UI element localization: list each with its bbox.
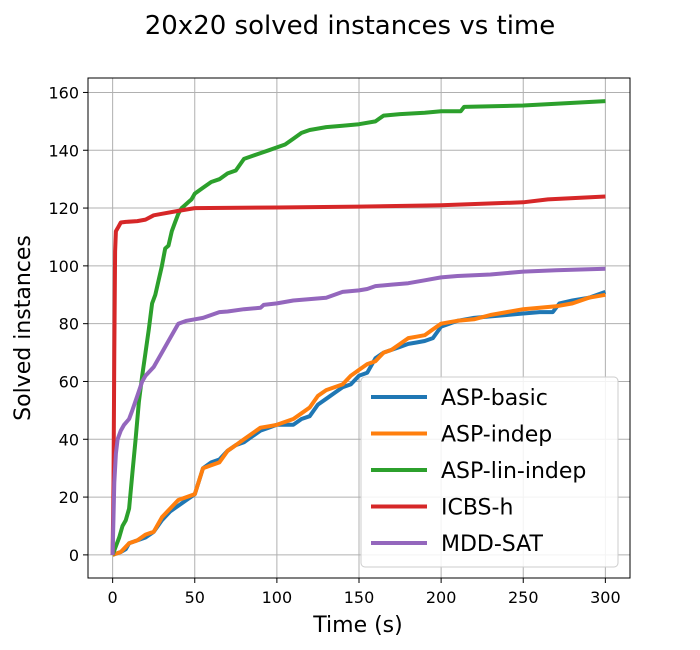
x-tick-label: 200 <box>426 588 457 607</box>
y-tick-label: 40 <box>59 430 79 449</box>
x-tick-label: 300 <box>590 588 621 607</box>
y-tick-label: 0 <box>69 546 79 565</box>
y-tick-label: 20 <box>59 488 79 507</box>
x-tick-label: 100 <box>262 588 293 607</box>
legend-label-asp-lin-indep: ASP-lin-indep <box>441 459 586 484</box>
x-axis-label: Time (s) <box>312 613 402 638</box>
legend: ASP-basic ASP-indep ASP-lin-indep ICBS-h MDD… <box>360 376 619 568</box>
x-tick-label: 150 <box>344 588 375 607</box>
y-tick-label: 100 <box>48 257 79 276</box>
y-tick-label: 60 <box>59 372 79 391</box>
series-line-asp-indep <box>111 292 606 557</box>
legend-label-mdd-sat: MDD-SAT <box>441 532 544 557</box>
legend-label-asp-basic: ASP-basic <box>441 386 548 411</box>
legend-label-asp-indep: ASP-indep <box>441 423 552 448</box>
y-tick-label: 160 <box>48 83 79 102</box>
x-tick-label: 250 <box>508 588 539 607</box>
series-line-icbs-h <box>110 194 606 555</box>
axis-ticks: 0 50 100 150 200 250 300 0 20 40 60 80 100 120 140 160 <box>48 83 620 607</box>
x-tick-label: 0 <box>108 588 118 607</box>
y-tick-label: 140 <box>48 141 79 160</box>
y-tick-label: 80 <box>59 315 79 334</box>
y-tick-label: 120 <box>48 199 79 218</box>
y-axis-label: Solved instances <box>11 235 36 421</box>
x-tick-label: 50 <box>185 588 205 607</box>
series-lines <box>110 99 607 557</box>
legend-label-icbs-h: ICBS-h <box>441 496 513 521</box>
legend-box <box>360 376 619 568</box>
chart-title: 20x20 solved instances vs time <box>145 11 556 41</box>
series-line-mdd-sat <box>110 266 606 555</box>
